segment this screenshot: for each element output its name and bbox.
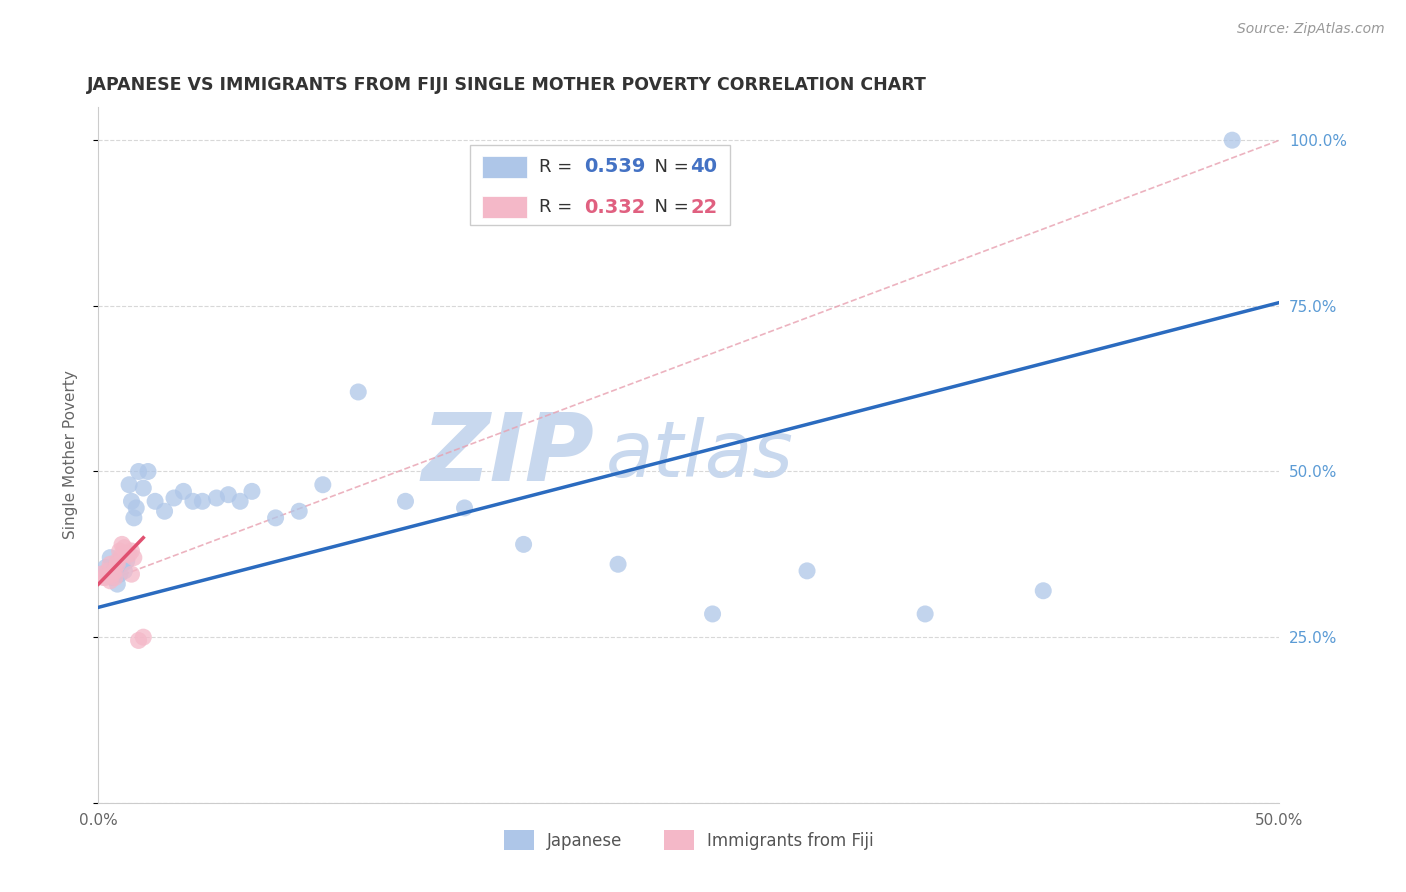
Point — [914, 607, 936, 621]
Point — [191, 494, 214, 508]
Point — [512, 537, 534, 551]
Point — [312, 477, 335, 491]
Point — [394, 494, 416, 508]
Point — [112, 541, 135, 555]
Point — [105, 554, 128, 568]
Point — [98, 550, 121, 565]
Point — [98, 574, 121, 588]
Point — [132, 481, 155, 495]
Point — [104, 564, 127, 578]
Text: N =: N = — [643, 198, 695, 216]
Text: R =: R = — [538, 198, 578, 216]
Point — [347, 384, 370, 399]
Point — [97, 567, 120, 582]
Point — [702, 607, 724, 621]
Point — [97, 564, 120, 578]
Point — [111, 537, 134, 551]
Point — [128, 465, 150, 479]
Point — [136, 465, 159, 479]
Point — [104, 560, 127, 574]
Point — [153, 504, 176, 518]
Legend: Japanese, Immigrants from Fiji: Japanese, Immigrants from Fiji — [498, 823, 880, 857]
Text: Source: ZipAtlas.com: Source: ZipAtlas.com — [1237, 22, 1385, 37]
Point — [90, 567, 112, 582]
Y-axis label: Single Mother Poverty: Single Mother Poverty — [63, 370, 77, 540]
Text: N =: N = — [643, 158, 695, 176]
Point — [108, 567, 131, 582]
Text: 40: 40 — [690, 157, 717, 177]
Point — [121, 567, 143, 582]
Point — [1220, 133, 1243, 147]
Point — [163, 491, 186, 505]
Point — [101, 567, 124, 582]
Point — [91, 570, 114, 584]
Point — [172, 484, 194, 499]
Point — [143, 494, 166, 508]
Text: ZIP: ZIP — [422, 409, 595, 501]
Point — [112, 564, 135, 578]
Point — [115, 554, 138, 568]
Point — [108, 544, 131, 558]
Point — [122, 550, 145, 565]
Text: 0.539: 0.539 — [583, 157, 645, 177]
Point — [264, 511, 287, 525]
FancyBboxPatch shape — [482, 196, 527, 219]
Point — [240, 484, 263, 499]
Point — [105, 558, 128, 572]
Point — [229, 494, 252, 508]
Point — [111, 547, 134, 561]
Point — [118, 547, 141, 561]
Point — [205, 491, 228, 505]
Point — [181, 494, 204, 508]
Point — [94, 560, 117, 574]
Point — [98, 558, 121, 572]
Point — [115, 547, 138, 561]
Point — [101, 570, 124, 584]
Point — [105, 577, 128, 591]
Point — [607, 558, 630, 572]
Point — [128, 633, 150, 648]
Point — [125, 500, 148, 515]
FancyBboxPatch shape — [482, 156, 527, 178]
FancyBboxPatch shape — [471, 145, 730, 226]
Point — [121, 544, 143, 558]
Point — [1032, 583, 1054, 598]
Text: 22: 22 — [690, 198, 717, 217]
Point — [121, 494, 143, 508]
Point — [118, 477, 141, 491]
Point — [122, 511, 145, 525]
Text: JAPANESE VS IMMIGRANTS FROM FIJI SINGLE MOTHER POVERTY CORRELATION CHART: JAPANESE VS IMMIGRANTS FROM FIJI SINGLE … — [87, 77, 927, 95]
Text: 0.332: 0.332 — [583, 198, 645, 217]
Point — [796, 564, 818, 578]
Point — [453, 500, 475, 515]
Point — [132, 630, 155, 644]
Point — [111, 558, 134, 572]
Point — [94, 570, 117, 584]
Point — [104, 570, 127, 584]
Point — [217, 488, 239, 502]
Text: atlas: atlas — [606, 417, 794, 493]
Point — [288, 504, 311, 518]
Text: R =: R = — [538, 158, 578, 176]
